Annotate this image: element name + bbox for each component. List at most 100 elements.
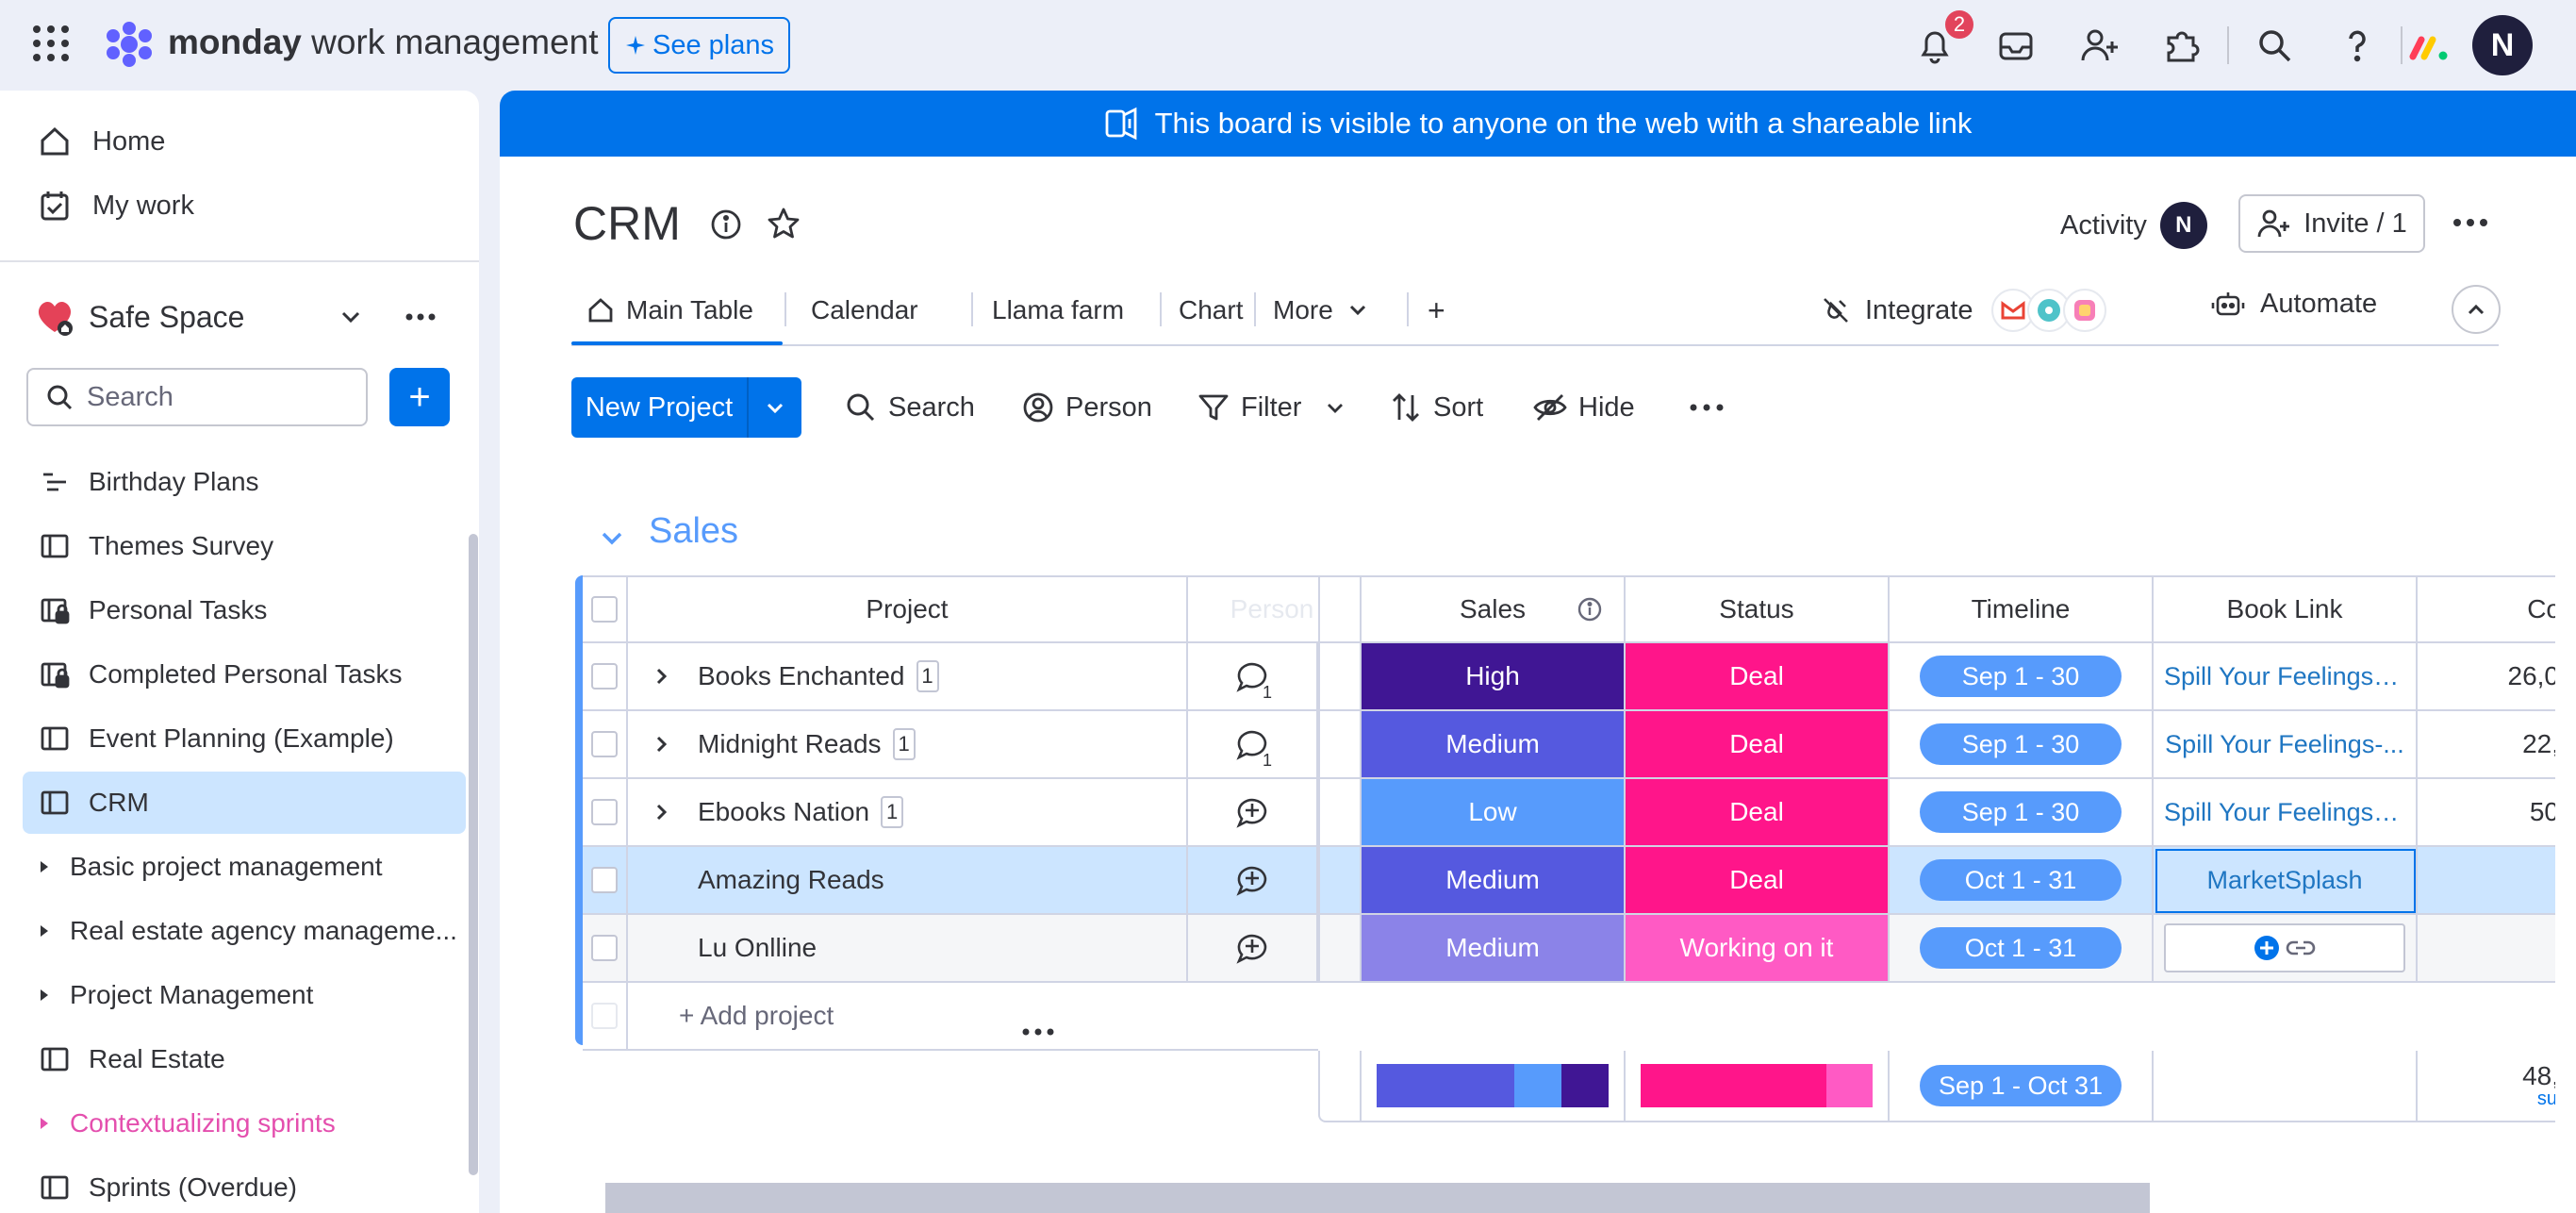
apps-puzzle-icon[interactable]: [2161, 25, 2203, 66]
book-link-cell[interactable]: MarketSplash: [2154, 847, 2418, 915]
search-icon[interactable]: [2254, 25, 2295, 66]
timeline-cell[interactable]: Sep 1 - 30: [1890, 779, 2154, 847]
sidebar-board-real-estate-agency-manageme[interactable]: Real estate agency manageme...: [23, 900, 466, 962]
chevron-down-icon[interactable]: [1324, 396, 1346, 419]
automate-button[interactable]: Automate: [2211, 289, 2377, 320]
column-header-cut[interactable]: Co: [2418, 575, 2555, 643]
user-avatar[interactable]: N: [2472, 15, 2533, 75]
tab-calendar[interactable]: Calendar: [811, 295, 918, 324]
sales-label-cell[interactable]: Low: [1362, 779, 1626, 847]
book-link-cell[interactable]: Spill Your Feelings-B...: [2154, 643, 2418, 711]
new-project-button[interactable]: New Project: [571, 377, 801, 438]
add-update-icon[interactable]: [1233, 861, 1271, 899]
project-cell[interactable]: Books Enchanted 1: [628, 643, 1188, 711]
status-cell[interactable]: Working on it: [1626, 915, 1890, 983]
person-update-cell[interactable]: [1188, 915, 1318, 983]
nav-home[interactable]: Home: [38, 125, 165, 158]
row-checkbox[interactable]: [591, 596, 618, 623]
add-link-box[interactable]: [2164, 923, 2405, 972]
sidebar-add-button[interactable]: +: [389, 368, 450, 426]
expand-subitems-chevron-icon[interactable]: [643, 733, 681, 756]
updates-bubble-icon[interactable]: 1: [1233, 657, 1275, 703]
sales-label-cell[interactable]: Medium: [1362, 915, 1626, 983]
column-header-book-link[interactable]: Book Link: [2154, 575, 2418, 643]
sidebar-board-crm[interactable]: CRM: [23, 772, 466, 834]
column-info-icon[interactable]: [1577, 596, 1603, 623]
project-cell[interactable]: Lu Onlline: [628, 915, 1188, 983]
column-header-person[interactable]: Person: [1188, 575, 1318, 643]
project-cell[interactable]: Midnight Reads 1: [628, 711, 1188, 779]
invite-members-icon[interactable]: [2078, 25, 2120, 66]
invite-button[interactable]: Invite / 1: [2238, 194, 2425, 253]
sidebar-board-basic-project-management[interactable]: Basic project management: [23, 836, 466, 898]
collapse-header-button[interactable]: [2452, 285, 2501, 334]
hide-tool[interactable]: Hide: [1533, 387, 1635, 428]
info-icon[interactable]: [709, 208, 743, 241]
board-title[interactable]: CRM: [573, 197, 681, 250]
new-project-dropdown[interactable]: [749, 395, 801, 420]
expand-subitems-chevron-icon[interactable]: [643, 801, 681, 823]
toolbar-more[interactable]: [1688, 387, 1726, 428]
sales-label-cell[interactable]: Medium: [1362, 847, 1626, 915]
search-tool[interactable]: Search: [845, 387, 975, 428]
column-header-status[interactable]: Status: [1626, 575, 1890, 643]
column-header-sales[interactable]: Sales: [1362, 575, 1626, 643]
sidebar-scrollbar[interactable]: [469, 534, 478, 1175]
sidebar-board-themes-survey[interactable]: Themes Survey: [23, 515, 466, 577]
timeline-summary-cell[interactable]: Sep 1 - Oct 31: [1890, 1051, 2154, 1122]
expand-subitems-chevron-icon[interactable]: [643, 665, 681, 688]
monday-product-switcher-icon[interactable]: [2409, 26, 2451, 64]
row-checkbox[interactable]: [591, 799, 618, 825]
workspace-selector[interactable]: Safe Space: [34, 289, 449, 345]
sales-label-cell[interactable]: Medium: [1362, 711, 1626, 779]
add-circle-icon[interactable]: [2253, 934, 2281, 962]
project-cell[interactable]: Amazing Reads: [628, 847, 1188, 915]
add-view-button[interactable]: +: [1428, 292, 1445, 327]
status-cell[interactable]: Deal: [1626, 847, 1890, 915]
sidebar-board-completed-personal-tasks[interactable]: Completed Personal Tasks: [23, 643, 466, 706]
row-more-icon[interactable]: [1021, 1022, 1055, 1041]
chevron-down-icon[interactable]: [336, 302, 366, 332]
notifications-bell-icon[interactable]: [1914, 25, 1956, 66]
status-cell[interactable]: Deal: [1626, 711, 1890, 779]
book-link-cell[interactable]: Spill Your Feelings-...: [2154, 711, 2418, 779]
project-cell[interactable]: Ebooks Nation 1: [628, 779, 1188, 847]
tab-chart[interactable]: Chart: [1179, 295, 1244, 324]
add-update-icon[interactable]: [1233, 793, 1271, 831]
add-update-icon[interactable]: [1233, 929, 1271, 967]
timeline-cell[interactable]: Oct 1 - 31: [1890, 915, 2154, 983]
sidebar-board-real-estate[interactable]: Real Estate: [23, 1028, 466, 1090]
timeline-cell[interactable]: Sep 1 - 30: [1890, 643, 2154, 711]
apps-grid-icon[interactable]: [32, 25, 70, 62]
see-plans-button[interactable]: See plans: [608, 17, 790, 74]
person-update-cell[interactable]: 1: [1188, 643, 1318, 711]
status-cell[interactable]: Deal: [1626, 643, 1890, 711]
inbox-icon[interactable]: [1995, 25, 2037, 66]
filter-tool[interactable]: Filter: [1197, 387, 1346, 428]
sales-label-cell[interactable]: High: [1362, 643, 1626, 711]
group-title[interactable]: Sales: [649, 511, 739, 551]
sidebar-board-birthday-plans[interactable]: Birthday Plans: [23, 451, 466, 513]
sidebar-board-event-planning-example[interactable]: Event Planning (Example): [23, 707, 466, 770]
sidebar-board-contextualizing-sprints[interactable]: Contextualizing sprints: [23, 1092, 466, 1155]
tab-llama-farm[interactable]: Llama farm: [992, 295, 1125, 324]
tab-main-table[interactable]: Main Table: [586, 291, 753, 330]
group-collapse-chevron-icon[interactable]: [598, 524, 626, 553]
favorite-star-icon[interactable]: [766, 206, 801, 241]
book-link-cell[interactable]: [2154, 915, 2418, 983]
row-checkbox[interactable]: [591, 663, 618, 690]
updates-bubble-icon[interactable]: 1: [1233, 725, 1275, 771]
timeline-cell[interactable]: Oct 1 - 31: [1890, 847, 2154, 915]
sidebar-board-personal-tasks[interactable]: Personal Tasks: [23, 579, 466, 641]
sales-summary-cell[interactable]: [1362, 1051, 1626, 1122]
status-summary-cell[interactable]: [1626, 1051, 1890, 1122]
status-cell[interactable]: Deal: [1626, 779, 1890, 847]
sidebar-search-input[interactable]: Search: [26, 368, 368, 426]
person-filter-tool[interactable]: Person: [1022, 387, 1152, 428]
tab-more[interactable]: More: [1273, 291, 1371, 330]
nav-my-work[interactable]: My work: [38, 189, 194, 223]
row-checkbox[interactable]: [591, 731, 618, 757]
sidebar-board-sprints-overdue[interactable]: Sprints (Overdue): [23, 1156, 466, 1213]
integrate-button[interactable]: Integrate: [1820, 289, 2107, 332]
horizontal-scrollbar[interactable]: [605, 1183, 2150, 1213]
